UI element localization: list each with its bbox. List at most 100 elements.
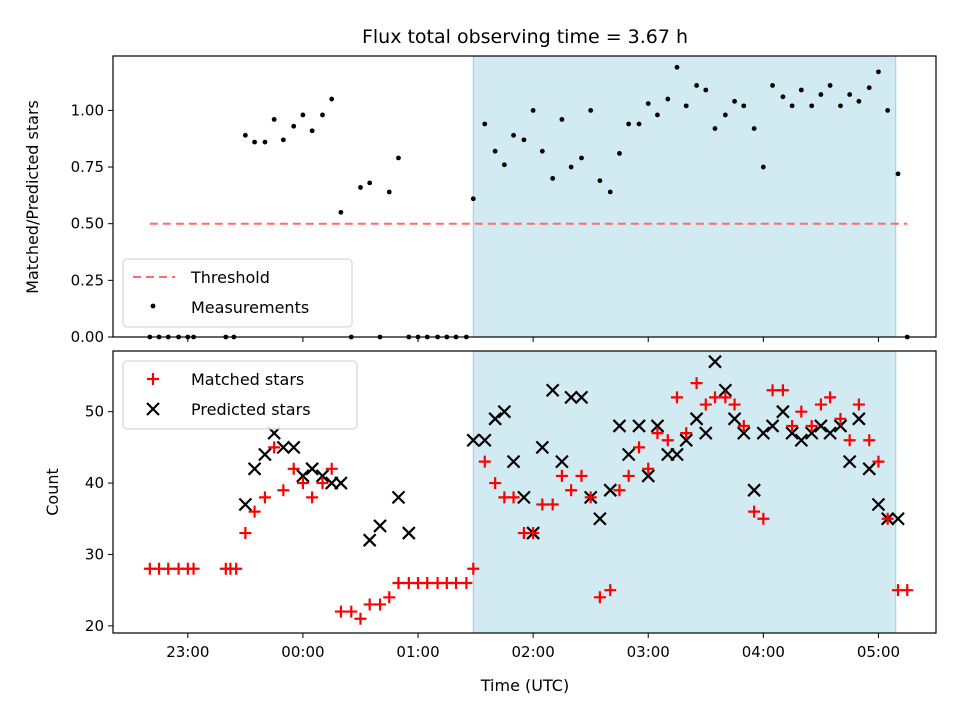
matched-star-marker (467, 562, 480, 575)
predicted-star-marker (334, 476, 348, 490)
matched-star-marker (737, 419, 750, 432)
bottom-x-tick-label: 23:00 (166, 643, 209, 661)
bottom-x-tick-label: 05:00 (857, 643, 900, 661)
measurement-point (895, 171, 901, 177)
matched-star-marker (277, 484, 290, 497)
legend-matched-label: Matched stars (191, 370, 304, 389)
matched-star-marker (268, 441, 281, 454)
top-y-tick-label: 0.00 (71, 328, 104, 346)
measurement-point (645, 101, 651, 106)
predicted-star-marker (756, 426, 771, 440)
predicted-star-marker (555, 454, 569, 469)
predicted-star-marker (466, 433, 481, 448)
matched-star-marker (354, 612, 367, 625)
measurement-point (876, 69, 881, 75)
measurement-point (809, 103, 815, 109)
predicted-star-marker (478, 433, 492, 448)
predicted-star-marker (612, 419, 627, 433)
matched-star-marker (881, 512, 894, 525)
measurement-point (300, 112, 306, 118)
matched-star-marker (633, 441, 646, 454)
matched-star-marker (287, 462, 300, 475)
predicted-star-marker (670, 447, 684, 462)
predicted-star-marker (296, 469, 310, 483)
predicted-star-marker (286, 440, 301, 455)
predicted-star-marker (679, 433, 693, 448)
bottom-legend-box (122, 360, 358, 430)
measurement-point (760, 164, 766, 170)
matched-star-marker (642, 462, 655, 475)
measurement-point (338, 209, 344, 215)
measurement-point (521, 137, 527, 143)
matched-star-marker (863, 434, 876, 447)
matched-star-marker (613, 484, 626, 497)
matched-star-marker (450, 577, 463, 590)
predicted-star-marker (689, 412, 704, 426)
matched-star-marker (824, 391, 837, 404)
matched-star-marker (651, 427, 664, 440)
matched-star-marker (374, 598, 387, 611)
measurement-point (242, 132, 248, 138)
matched-star-marker (325, 462, 338, 475)
measurement-point (470, 196, 476, 202)
matched-star-marker (507, 491, 520, 504)
matched-star-marker (690, 377, 703, 390)
top-legend: Threshold Measurements (122, 258, 353, 328)
matched-star-marker (187, 562, 200, 575)
bottom-plot-frame (112, 350, 937, 634)
measurement-point (559, 117, 565, 122)
matched-star-marker (316, 477, 329, 490)
matched-star-marker (728, 398, 741, 411)
matched-star-marker (843, 434, 856, 447)
measurement-point (722, 112, 728, 118)
predicted-star-marker (736, 426, 751, 440)
matched-star-marker (872, 455, 885, 468)
predicted-star-marker (747, 483, 761, 497)
matched-star-marker (795, 405, 808, 418)
predicted-star-marker (794, 433, 809, 448)
measurement-point (655, 112, 660, 118)
measurement-point (511, 132, 516, 138)
matched-star-marker (296, 477, 309, 490)
measurement-point (818, 92, 824, 97)
predicted-star-marker (362, 533, 377, 547)
measurement-point (732, 98, 737, 104)
matched-star-marker (719, 391, 732, 404)
matched-star-marker (555, 469, 568, 482)
top-y-tick-label: 0.75 (71, 158, 104, 176)
predicted-star-marker (699, 426, 713, 440)
predicted-star-marker (891, 511, 905, 526)
measurement-point (770, 83, 775, 88)
matched-star-marker (546, 498, 559, 511)
predicted-star-marker (852, 412, 866, 426)
measurement-point (712, 126, 718, 131)
predicted-star-marker (632, 419, 646, 433)
top-y-tick-label: 0.25 (71, 271, 104, 289)
matched-star-marker (776, 384, 789, 397)
predicted-star-marker (535, 440, 550, 455)
predicted-star-marker (402, 526, 416, 540)
matched-star-marker (383, 591, 396, 604)
predicted-star-marker (276, 440, 291, 455)
matched-star-marker (708, 391, 721, 404)
matched-star-marker (766, 384, 779, 397)
predicted-star-marker (545, 383, 560, 398)
bottom-x-ticks: 23:00 00:00 01:00 02:00 03:00 04:00 05:00 (166, 633, 900, 661)
predicted-star-marker (603, 483, 618, 497)
bottom-x-tick-label: 01:00 (396, 643, 439, 661)
bottom-y-tick-label: 40 (85, 474, 104, 492)
measurement-point (741, 103, 747, 109)
predicted-star-marker (650, 419, 665, 433)
predicted-star-marker (785, 426, 799, 440)
measurement-point (568, 164, 574, 170)
measurement-point (492, 148, 498, 154)
measurement-point (482, 121, 488, 127)
matched-star-marker (306, 491, 319, 504)
matched-star-marker (334, 605, 347, 618)
measurement-point (358, 185, 363, 190)
matched-star-marker (421, 577, 434, 590)
matched-star-marker (852, 398, 865, 411)
predicted-star-marker (517, 490, 531, 505)
predicted-star-marker (564, 390, 578, 405)
predicted-star-marker (373, 519, 387, 533)
